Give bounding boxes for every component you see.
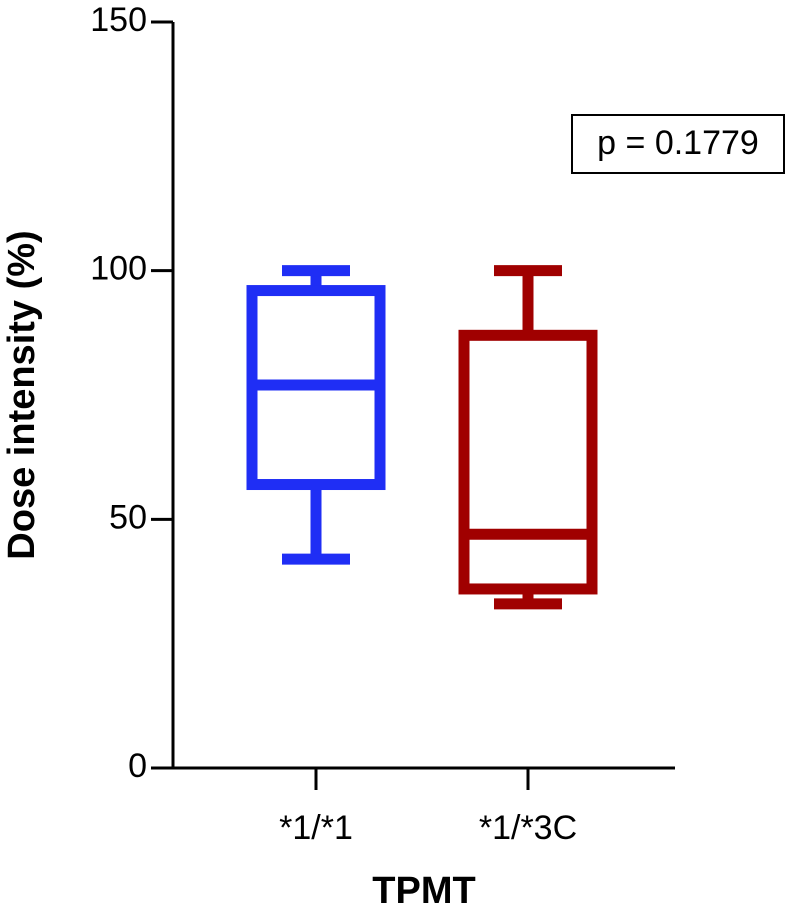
x-axis-label: TPMT [372, 870, 475, 912]
box [458, 329, 598, 595]
y-tick-label: 150 [90, 1, 147, 39]
y-axis-label: Dose intensity (%) [1, 230, 43, 559]
x-tick-label: *1/*3C [479, 809, 577, 847]
annotation-box [571, 114, 785, 174]
annotation: p = 0.1779 [597, 124, 759, 162]
y-tick-label: 100 [90, 250, 147, 288]
y-tick-label: 0 [128, 747, 147, 785]
y-tick-label: 50 [109, 498, 147, 536]
x-tick-label: *1/*1 [279, 809, 353, 847]
